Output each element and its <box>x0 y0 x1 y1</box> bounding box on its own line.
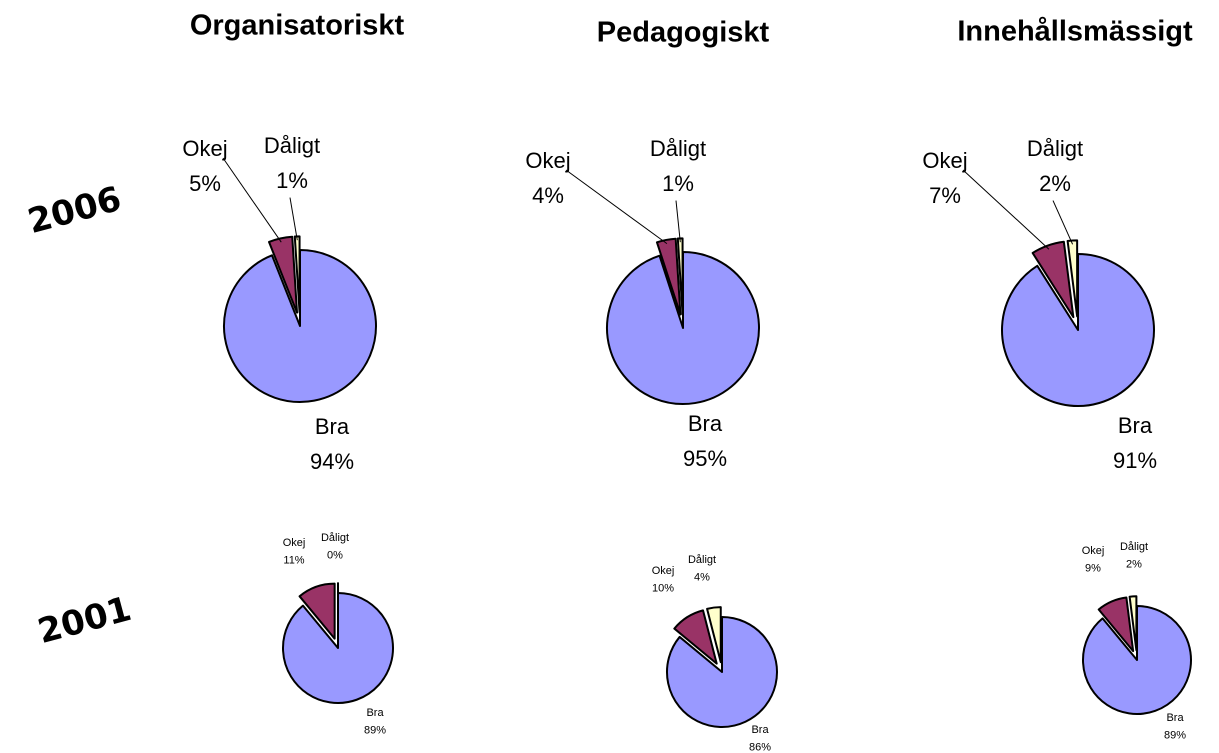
slice-value: 86% <box>749 742 771 753</box>
column-title: Pedagogiskt <box>597 17 770 49</box>
slice-label: Bra <box>1118 413 1153 438</box>
pie-slice <box>655 237 682 316</box>
row-label: 2001 <box>34 589 136 652</box>
column-title: Organisatoriskt <box>190 10 405 42</box>
leader-line <box>222 157 282 243</box>
leader-line <box>1052 200 1074 245</box>
pie-slice <box>1097 596 1135 653</box>
leader-line <box>675 200 681 243</box>
slice-label: Okej <box>922 148 967 173</box>
slice-label: Okej <box>182 136 227 161</box>
slice-value: 7% <box>929 183 961 208</box>
slice-label: Bra <box>315 414 350 439</box>
column-title: Innehållsmässigt <box>957 16 1193 48</box>
pie-slice <box>666 616 778 728</box>
pie-slice <box>606 251 760 405</box>
pie-slice <box>282 592 394 704</box>
slice-label: Bra <box>366 707 384 719</box>
slice-value: 95% <box>683 446 727 471</box>
slice-value: 1% <box>276 168 308 193</box>
slice-value: 0% <box>327 550 343 562</box>
slice-label: Okej <box>283 537 306 549</box>
slice-label: Dåligt <box>321 532 349 544</box>
slice-value: 9% <box>1085 563 1101 575</box>
pie-slice <box>706 606 722 664</box>
pie-slice <box>268 235 299 314</box>
row-label: 2006 <box>24 179 126 242</box>
pie-slice <box>293 235 301 314</box>
slice-value: 2% <box>1126 559 1142 571</box>
pie-slice <box>1001 253 1155 407</box>
slice-value: 2% <box>1039 171 1071 196</box>
pie-slice <box>1066 239 1079 318</box>
slice-value: 89% <box>1164 730 1186 742</box>
slice-value: 4% <box>532 183 564 208</box>
pie-slice <box>1128 595 1138 652</box>
slice-value: 5% <box>189 171 221 196</box>
leader-line <box>289 197 298 241</box>
slice-label: Dåligt <box>1027 136 1083 161</box>
slice-label: Bra <box>751 724 769 736</box>
slice-value: 11% <box>283 555 304 567</box>
slice-label: Dåligt <box>650 136 706 161</box>
pie-slice <box>673 609 718 665</box>
pie-slice <box>223 249 377 403</box>
slice-label: Dåligt <box>1120 541 1148 553</box>
slice-value: 4% <box>694 572 710 584</box>
slice-label: Bra <box>688 411 723 436</box>
slice-label: Dåligt <box>264 133 320 158</box>
leader-line <box>565 169 668 245</box>
slice-label: Dåligt <box>688 554 716 566</box>
slice-label: Okej <box>1082 545 1105 557</box>
slice-value: 89% <box>364 725 386 737</box>
slice-value: 91% <box>1113 448 1157 473</box>
slice-value: 1% <box>662 171 694 196</box>
leader-line <box>962 169 1050 250</box>
pie-slice <box>298 582 336 640</box>
slice-label: Okej <box>525 148 570 173</box>
slice-label: Bra <box>1166 712 1184 724</box>
slice-label: Okej <box>652 565 675 577</box>
slice-value: 94% <box>310 449 354 474</box>
slice-value: 10% <box>652 583 674 595</box>
pie-slice <box>1082 605 1192 715</box>
pie-slice <box>1031 240 1075 319</box>
